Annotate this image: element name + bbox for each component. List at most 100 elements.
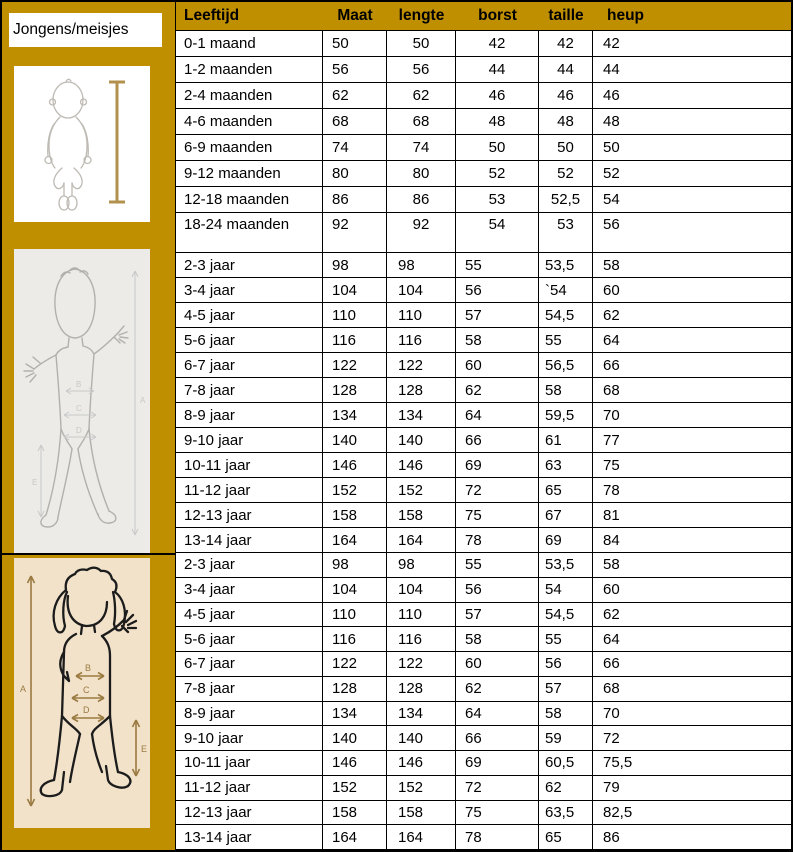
- cell-lengte: 134: [387, 403, 456, 427]
- baby-figure-icon: [44, 78, 125, 211]
- cell-maat: 164: [323, 528, 387, 552]
- cell-lengte: 146: [387, 751, 456, 775]
- cell-taille: 53: [539, 213, 593, 252]
- cell-borst: 72: [456, 478, 539, 502]
- measure-label-d: D: [83, 705, 90, 715]
- cell-lengte: 122: [387, 652, 456, 676]
- cell-borst: 50: [456, 135, 539, 160]
- table-row: 8-9 jaar 134 134 64 58 70: [176, 701, 791, 727]
- cell-lengte: 110: [387, 602, 456, 627]
- cell-taille: 58: [539, 701, 593, 726]
- cell-taille: 62: [539, 775, 593, 800]
- cell-maat: 152: [323, 478, 387, 502]
- cell-taille: 50: [539, 135, 593, 160]
- boy-figure-icon: A B C D E: [23, 267, 146, 536]
- cell-maat: 146: [323, 453, 387, 477]
- cell-maat: 140: [323, 726, 387, 750]
- cell-maat: 152: [323, 775, 387, 800]
- cell-borst: 60: [456, 353, 539, 377]
- cell-heup: 52: [603, 165, 620, 182]
- cell-heup: 66: [603, 655, 620, 673]
- cell-leeftijd: 9-12 maanden: [176, 161, 323, 186]
- table-row: 2-3 jaar 98 98 55 53,5 58: [176, 553, 791, 578]
- cell-taille: 59: [539, 726, 593, 750]
- cell-lengte: 98: [387, 253, 456, 277]
- table-row: 10-11 jaar 146 146 69 60,5 75,5: [176, 751, 791, 776]
- cell-heup: 81: [603, 506, 620, 524]
- cell-leeftijd: 10-11 jaar: [176, 453, 323, 477]
- cell-maat: 158: [323, 800, 387, 825]
- cell-borst: 57: [456, 303, 539, 327]
- cell-heup: 58: [603, 256, 620, 274]
- cell-leeftijd: 10-11 jaar: [176, 751, 323, 775]
- cell-maat: 110: [323, 303, 387, 327]
- girl-figure-icon: A B C D E: [20, 566, 147, 807]
- cell-taille: 63,5: [539, 800, 593, 825]
- cell-taille: `54: [539, 278, 593, 302]
- cell-taille: 60,5: [539, 751, 593, 775]
- cell-heup: 68: [603, 381, 620, 399]
- header-taille: taille: [548, 7, 584, 24]
- cell-taille: 53,5: [539, 553, 593, 577]
- cell-lengte: 128: [387, 378, 456, 402]
- cell-taille: 54,5: [539, 303, 593, 327]
- cell-leeftijd: 2-3 jaar: [176, 553, 323, 577]
- cell-leeftijd: 9-10 jaar: [176, 726, 323, 750]
- table-row: 12-13 jaar 158 158 75 63,5 82,5: [176, 800, 791, 826]
- cell-borst: 57: [456, 602, 539, 627]
- cell-lengte: 164: [387, 528, 456, 552]
- cell-borst: 69: [456, 453, 539, 477]
- cell-maat: 128: [323, 378, 387, 402]
- table-row: 9-10 jaar 140 140 66 59 72: [176, 726, 791, 751]
- cell-leeftijd: 5-6 jaar: [176, 627, 323, 651]
- cell-heup: 44: [603, 61, 620, 78]
- cell-lengte: 92: [387, 213, 456, 252]
- cell-lengte: 74: [387, 135, 456, 160]
- cell-taille: 56,5: [539, 353, 593, 377]
- cell-maat: 164: [323, 825, 387, 849]
- cell-taille: 46: [539, 83, 593, 108]
- table-row: 5-6 jaar 116 116 58 55 64: [176, 627, 791, 652]
- cell-heup: 46: [603, 87, 620, 104]
- table-row: 1-2 maanden 56 56 44 44 44: [176, 57, 791, 83]
- cell-borst: 72: [456, 775, 539, 800]
- cell-maat: 134: [323, 701, 387, 726]
- header-borst: borst: [478, 7, 517, 24]
- table-row: 6-7 jaar 122 122 60 56,5 66: [176, 353, 791, 378]
- table-row: 2-4 maanden 62 62 46 46 46: [176, 83, 791, 109]
- cell-taille: 54,5: [539, 602, 593, 627]
- cell-lengte: 110: [387, 303, 456, 327]
- cell-heup: 75: [603, 456, 620, 474]
- height-ruler-icon: [109, 80, 125, 204]
- section-girl-rows: 2-3 jaar 98 98 55 53,5 58 3-4 jaar 104 104 56 54 60…: [176, 553, 791, 850]
- cell-lengte: 86: [387, 187, 456, 212]
- table-row: 6-9 maanden 74 74 50 50 50: [176, 135, 791, 161]
- cell-heup: 64: [603, 331, 620, 349]
- cell-borst: 54: [456, 213, 539, 252]
- cell-maat: 146: [323, 751, 387, 775]
- cell-borst: 78: [456, 825, 539, 849]
- cell-heup: 42: [603, 35, 620, 52]
- cell-maat: 104: [323, 278, 387, 302]
- cell-heup: 78: [603, 481, 620, 499]
- cell-heup: 82,5: [603, 803, 633, 821]
- table-row: 4-5 jaar 110 110 57 54,5 62: [176, 602, 791, 628]
- cell-heup: 72: [603, 729, 620, 747]
- cell-lengte: 116: [387, 328, 456, 352]
- cell-maat: 158: [323, 503, 387, 527]
- table-row: 4-6 maanden 68 68 48 48 48: [176, 109, 791, 135]
- cell-leeftijd: 11-12 jaar: [176, 478, 323, 502]
- header-leeftijd: Leeftijd: [184, 7, 240, 24]
- cell-lengte: 104: [387, 278, 456, 302]
- cell-lengte: 128: [387, 676, 456, 701]
- measure-label-c: C: [76, 404, 82, 413]
- cell-lengte: 80: [387, 161, 456, 186]
- cell-lengte: 146: [387, 453, 456, 477]
- table-row: 3-4 jaar 104 104 56 54 60: [176, 577, 791, 603]
- cell-maat: 74: [323, 135, 387, 160]
- cell-leeftijd: 2-3 jaar: [176, 253, 323, 277]
- cell-taille: 55: [539, 328, 593, 352]
- cell-leeftijd: 3-4 jaar: [176, 278, 323, 302]
- cell-taille: 69: [539, 528, 593, 552]
- cell-borst: 55: [456, 553, 539, 577]
